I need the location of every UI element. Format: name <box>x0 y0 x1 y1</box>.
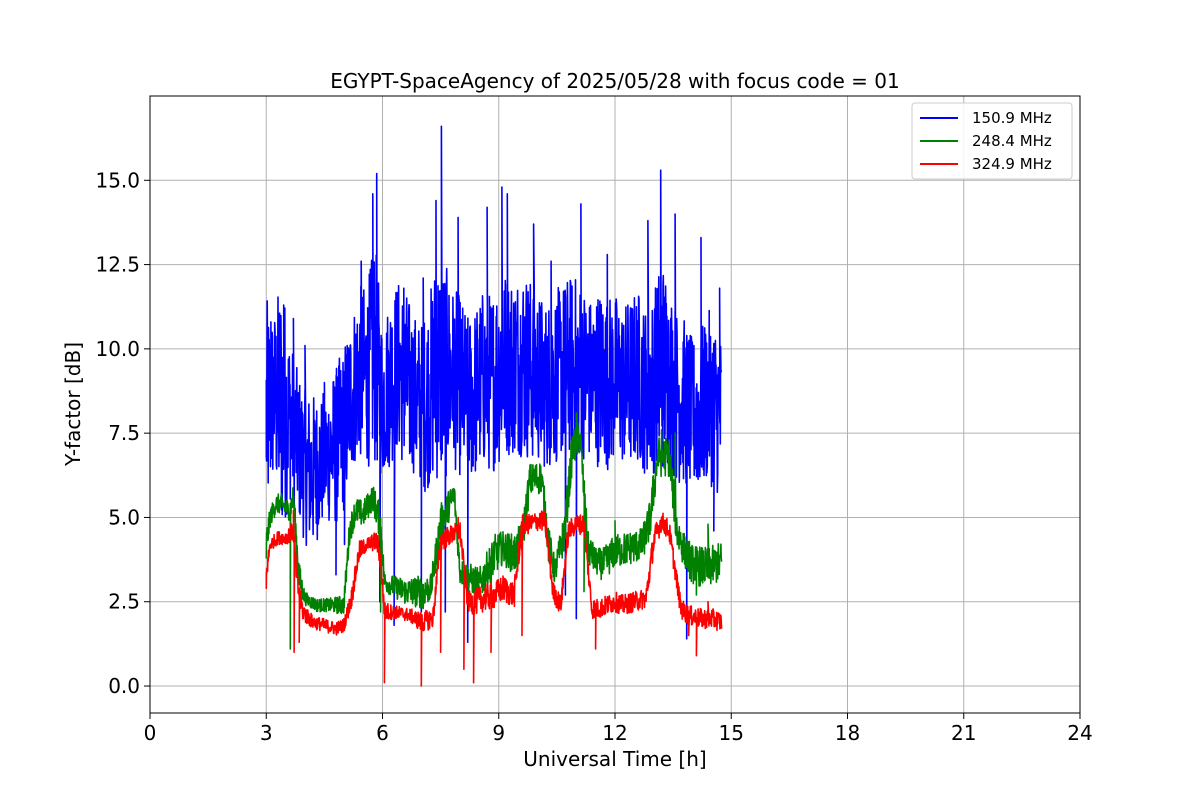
series-layer <box>265 125 723 687</box>
y-tick-label: 15.0 <box>95 168 140 192</box>
y-axis: 0.0 2.5 5.0 7.5 10.0 12.5 15.0 <box>95 168 150 698</box>
y-tick-label: 0.0 <box>108 674 140 698</box>
series-line-2 <box>265 509 723 687</box>
y-tick-label: 5.0 <box>108 505 140 529</box>
legend-box <box>911 102 1073 180</box>
x-tick-label: 18 <box>835 721 860 745</box>
series-line-0 <box>265 125 723 643</box>
chart-title: EGYPT-SpaceAgency of 2025/05/28 with foc… <box>330 69 899 93</box>
y-tick-label: 7.5 <box>108 421 140 445</box>
x-tick-label: 12 <box>602 721 627 745</box>
plot-area <box>265 125 723 687</box>
y-tick-label: 12.5 <box>95 253 140 277</box>
x-tick-label: 21 <box>951 721 976 745</box>
x-tick-label: 3 <box>260 721 273 745</box>
x-tick-label: 15 <box>719 721 744 745</box>
y-tick-label: 10.0 <box>95 337 140 361</box>
legend-label-0: 150.9 MHz <box>972 109 1052 127</box>
series-line-1 <box>265 412 723 650</box>
x-axis-label: Universal Time [h] <box>523 747 706 771</box>
y-axis-label: Y-factor [dB] <box>61 342 85 467</box>
y-tick-label: 2.5 <box>108 590 140 614</box>
x-tick-label: 0 <box>144 721 157 745</box>
legend-label-2: 324.9 MHz <box>972 155 1052 173</box>
legend: 150.9 MHz 248.4 MHz 324.9 MHz <box>911 102 1073 180</box>
x-tick-label: 24 <box>1067 721 1092 745</box>
x-axis: 0 3 6 9 12 15 18 21 24 <box>144 713 1093 745</box>
x-tick-label: 6 <box>376 721 389 745</box>
x-tick-label: 9 <box>492 721 505 745</box>
legend-label-1: 248.4 MHz <box>972 132 1052 150</box>
